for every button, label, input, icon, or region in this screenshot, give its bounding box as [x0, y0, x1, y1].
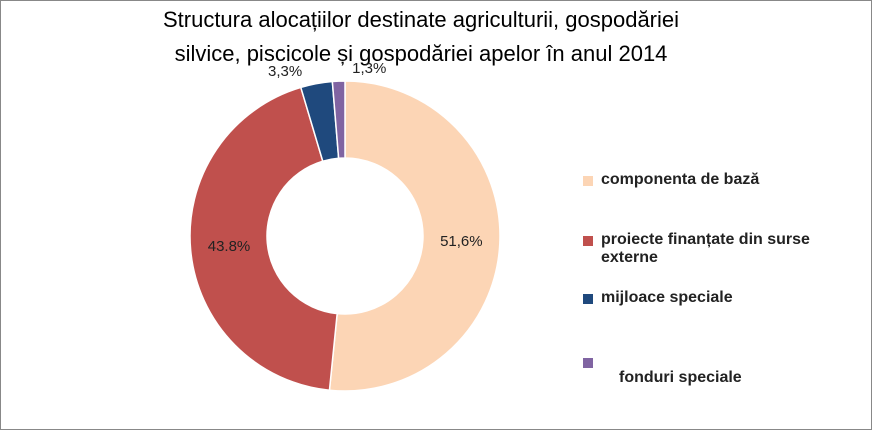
data-label: 43.8% — [208, 238, 251, 255]
donut-slice — [328, 80, 501, 392]
legend-label: proiecte finanțate din surse externe — [601, 231, 810, 266]
legend-item: fonduri speciale — [583, 353, 853, 387]
legend-swatch — [583, 176, 593, 186]
legend-label: fonduri speciale — [619, 369, 742, 386]
data-label: 51,6% — [440, 233, 483, 250]
legend-swatch — [583, 358, 593, 368]
legend-label: componenta de bază — [601, 171, 760, 188]
data-label: 1,3% — [352, 60, 386, 77]
chart-title: Structura alocațiilor destinate agricult… — [163, 7, 679, 32]
legend-item: componenta de bază — [583, 171, 853, 189]
donut-slice — [189, 86, 338, 392]
legend-swatch — [583, 236, 593, 246]
legend-item: mijloace speciale — [583, 289, 853, 307]
legend-item: proiecte finanțate din surse externe — [583, 231, 853, 267]
donut-slice — [331, 80, 346, 160]
chart-title: silvice, piscicole și gospodăriei apelor… — [175, 41, 668, 66]
data-label: 3,3% — [268, 63, 302, 80]
legend-swatch — [583, 294, 593, 304]
legend-label: mijloace speciale — [601, 289, 733, 306]
